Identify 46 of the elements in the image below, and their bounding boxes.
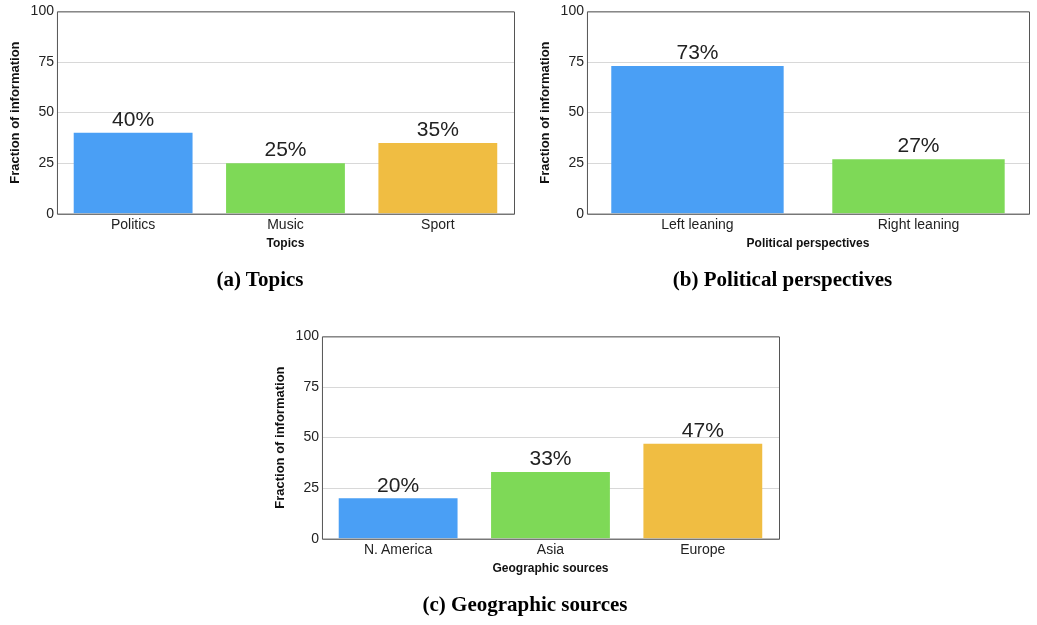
y-axis-title: Fraction of information <box>7 41 23 184</box>
x-tick-label: Asia <box>536 541 565 558</box>
data-label: 35% <box>416 117 459 141</box>
x-tick-label: Politics <box>110 216 156 233</box>
x-tick-label: Sport <box>421 216 455 233</box>
y-tick-label: 50 <box>38 103 55 120</box>
y-tick-label: 0 <box>576 204 585 221</box>
y-tick-label: 75 <box>38 52 55 69</box>
bar <box>491 472 610 539</box>
x-tick-label: N. America <box>363 541 433 558</box>
text: (a) Topics <box>215 267 305 292</box>
bar <box>226 163 345 214</box>
y-tick-label: 100 <box>560 2 585 19</box>
y-tick-label: 25 <box>568 154 585 171</box>
data-label: 20% <box>377 472 420 496</box>
data-label: 27% <box>897 133 940 157</box>
y-tick-label: 75 <box>303 377 320 394</box>
y-tick-label: 0 <box>311 529 320 546</box>
x-tick-label: Left leaning <box>661 216 734 233</box>
x-tick-label: Europe <box>680 541 726 558</box>
y-tick-label: 25 <box>303 479 320 496</box>
x-tick-label: Music <box>267 216 304 233</box>
bar <box>338 498 458 539</box>
text: (b) Political perspectives <box>671 267 894 292</box>
bar <box>73 132 193 214</box>
data-label: 47% <box>681 417 724 441</box>
x-axis-title: Geographic sources <box>492 561 609 576</box>
data-label: 33% <box>529 446 572 470</box>
data-label: 40% <box>112 107 155 131</box>
data-label: 73% <box>676 40 719 64</box>
x-axis-title: Topics <box>266 236 305 251</box>
y-tick-label: 100 <box>30 2 55 19</box>
y-tick-label: 100 <box>295 327 320 344</box>
y-tick-label: 0 <box>46 204 55 221</box>
y-tick-label: 75 <box>568 52 585 69</box>
bar <box>643 443 763 539</box>
y-axis-title: Fraction of information <box>272 366 288 509</box>
bar <box>378 142 498 214</box>
x-axis-title: Political perspectives <box>746 236 870 251</box>
y-tick-label: 50 <box>568 103 585 120</box>
data-label: 25% <box>264 137 307 161</box>
text: (c) Geographic sources <box>421 592 629 617</box>
x-tick-label: Right leaning <box>877 216 960 233</box>
y-tick-label: 50 <box>303 428 320 445</box>
y-axis-title: Fraction of information <box>537 41 553 184</box>
y-tick-label: 25 <box>38 154 55 171</box>
